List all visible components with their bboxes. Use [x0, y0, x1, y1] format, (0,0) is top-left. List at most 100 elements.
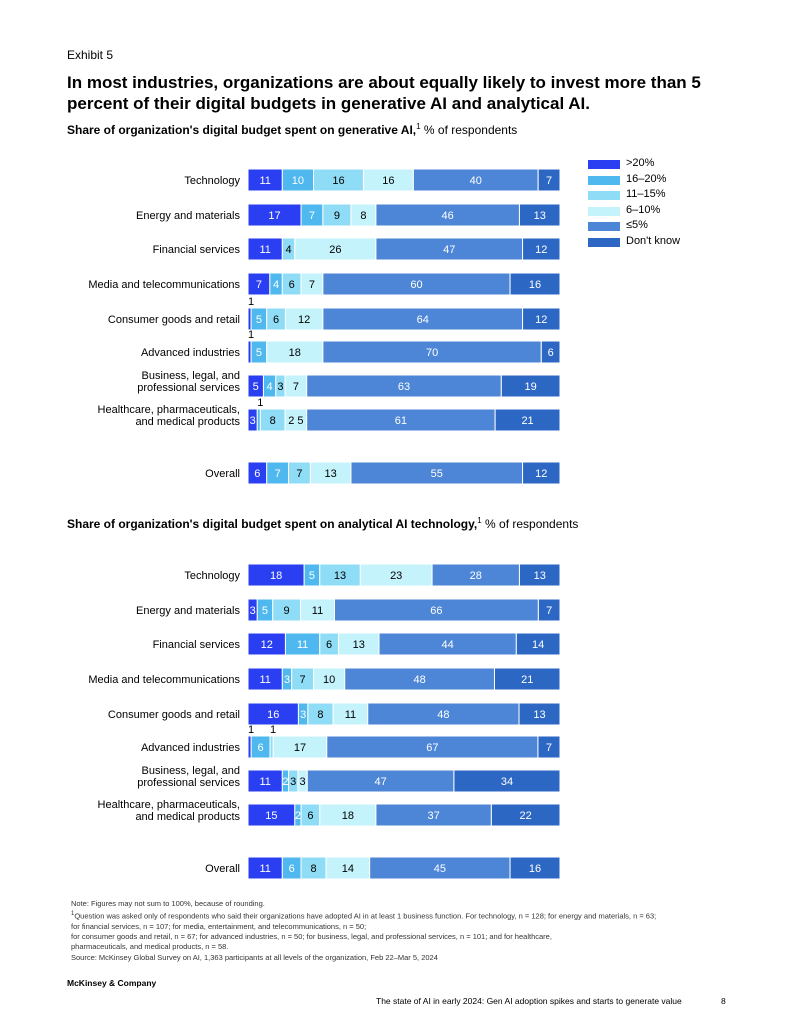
data-label: 18: [342, 810, 354, 822]
footnote-line: for financial services, n = 107; for med…: [71, 921, 367, 931]
data-label: 61: [395, 415, 407, 427]
data-label: 37: [428, 810, 440, 822]
bar-segment: [518, 702, 561, 726]
data-label: 2: [282, 776, 288, 788]
data-label: 7: [300, 674, 306, 686]
legend-swatch: [588, 237, 620, 247]
data-label: 6: [289, 863, 295, 875]
data-label: 6: [258, 742, 264, 754]
bar-segment: [515, 632, 561, 656]
data-label: 7: [309, 210, 315, 222]
category-label-line: Financial services: [153, 244, 241, 256]
category-label: Consumer goods and retail: [108, 314, 240, 326]
data-label: 6: [326, 639, 332, 651]
bar-segment: [518, 203, 561, 227]
data-label: 19: [525, 381, 537, 393]
category-label-line: Overall: [205, 863, 240, 875]
data-label: 8: [310, 863, 316, 875]
category-label-line: Advanced industries: [141, 742, 241, 754]
category-label-line: Media and telecommunications: [88, 674, 240, 686]
data-label: 6: [289, 279, 295, 291]
data-label: 3: [300, 776, 306, 788]
data-label: 14: [342, 863, 354, 875]
legend-swatch: [588, 206, 620, 216]
data-label: 3: [300, 709, 306, 721]
legend-swatch: [588, 160, 620, 169]
data-label: 15: [265, 810, 277, 822]
data-label: 5: [256, 347, 262, 359]
legend-label: 11–15%: [626, 188, 666, 200]
data-label: 70: [426, 347, 438, 359]
legend-swatch: [588, 222, 620, 231]
category-label-line: and medical products: [135, 416, 240, 428]
data-label: 5: [253, 381, 259, 393]
category-label: Media and telecommunications: [88, 674, 240, 686]
data-label: 6: [307, 810, 313, 822]
chart-title-text: Share of organization's digital budget s…: [67, 123, 417, 137]
data-label: 7: [546, 175, 552, 187]
data-label: 10: [323, 674, 335, 686]
bar-segment: [500, 374, 561, 398]
data-label: 3: [284, 674, 290, 686]
data-label: 16: [332, 175, 344, 187]
data-label: 2 5: [288, 415, 303, 427]
data-label: 7: [275, 468, 281, 480]
category-label: Financial services: [153, 639, 241, 651]
data-label: 60: [410, 279, 422, 291]
category-label: Healthcare, pharmaceuticals, and medical …: [98, 404, 241, 428]
footnote-line: Question was asked only of respondents w…: [74, 911, 657, 921]
legend-label: ≤5%: [626, 219, 648, 231]
data-label: 11: [297, 639, 308, 651]
data-label: 1: [248, 296, 254, 308]
data-label: 11: [259, 674, 270, 686]
exhibit-label: Exhibit 5: [67, 48, 114, 62]
bar-segment: [537, 735, 561, 759]
data-label: 4: [267, 381, 273, 393]
category-label-line: Advanced industries: [141, 347, 241, 359]
data-label: 5: [309, 570, 315, 582]
data-label: 63: [398, 381, 410, 393]
footnote-line: pharmaceuticals, and medical products, n…: [71, 942, 229, 952]
data-label: 6: [548, 347, 554, 359]
data-label: 7: [296, 468, 302, 480]
chart-title-unit: % of respondents: [481, 517, 579, 531]
data-label: 7: [309, 279, 315, 291]
legend-swatch: [588, 191, 620, 200]
category-label-line: Overall: [205, 468, 240, 480]
chart-title-analytical: Share of organization's digital budget s…: [67, 516, 578, 531]
category-label: Healthcare, pharmaceuticals, and medical …: [98, 799, 241, 823]
data-label: 44: [442, 639, 454, 651]
chart-title-genai: Share of organization's digital budget s…: [67, 122, 517, 137]
data-label: 47: [443, 244, 455, 256]
category-label: Media and telecommunications: [88, 279, 240, 291]
category-label: Financial services: [153, 244, 241, 256]
chart-title-text: Share of organization's digital budget s…: [67, 517, 478, 531]
chart-title-sup: 1: [477, 516, 482, 525]
bar-segment: [522, 307, 561, 331]
data-label: 55: [431, 468, 443, 480]
data-label: 7: [293, 381, 299, 393]
data-label: 7: [546, 742, 552, 754]
data-label: 47: [374, 776, 386, 788]
data-label: 11: [312, 605, 323, 617]
category-label-line: professional services: [137, 777, 240, 789]
data-label: 4: [273, 279, 279, 291]
data-label: 12: [298, 314, 310, 326]
data-label: 12: [535, 314, 547, 326]
category-label-line: Energy and materials: [136, 605, 240, 617]
data-label: 7: [256, 279, 262, 291]
data-label: 17: [268, 210, 280, 222]
data-label: 16: [529, 863, 541, 875]
data-label: 16: [267, 709, 279, 721]
category-label-line: and medical products: [135, 811, 240, 823]
data-label: 1: [248, 329, 254, 341]
category-label-line: Business, legal, and: [142, 370, 240, 382]
legend-swatch: [588, 175, 620, 185]
category-label: Consumer goods and retail: [108, 709, 240, 721]
category-label-line: Media and telecommunications: [88, 279, 240, 291]
data-label: 11: [259, 175, 270, 187]
data-label: 7: [546, 605, 552, 617]
bar-segment: [537, 598, 561, 622]
